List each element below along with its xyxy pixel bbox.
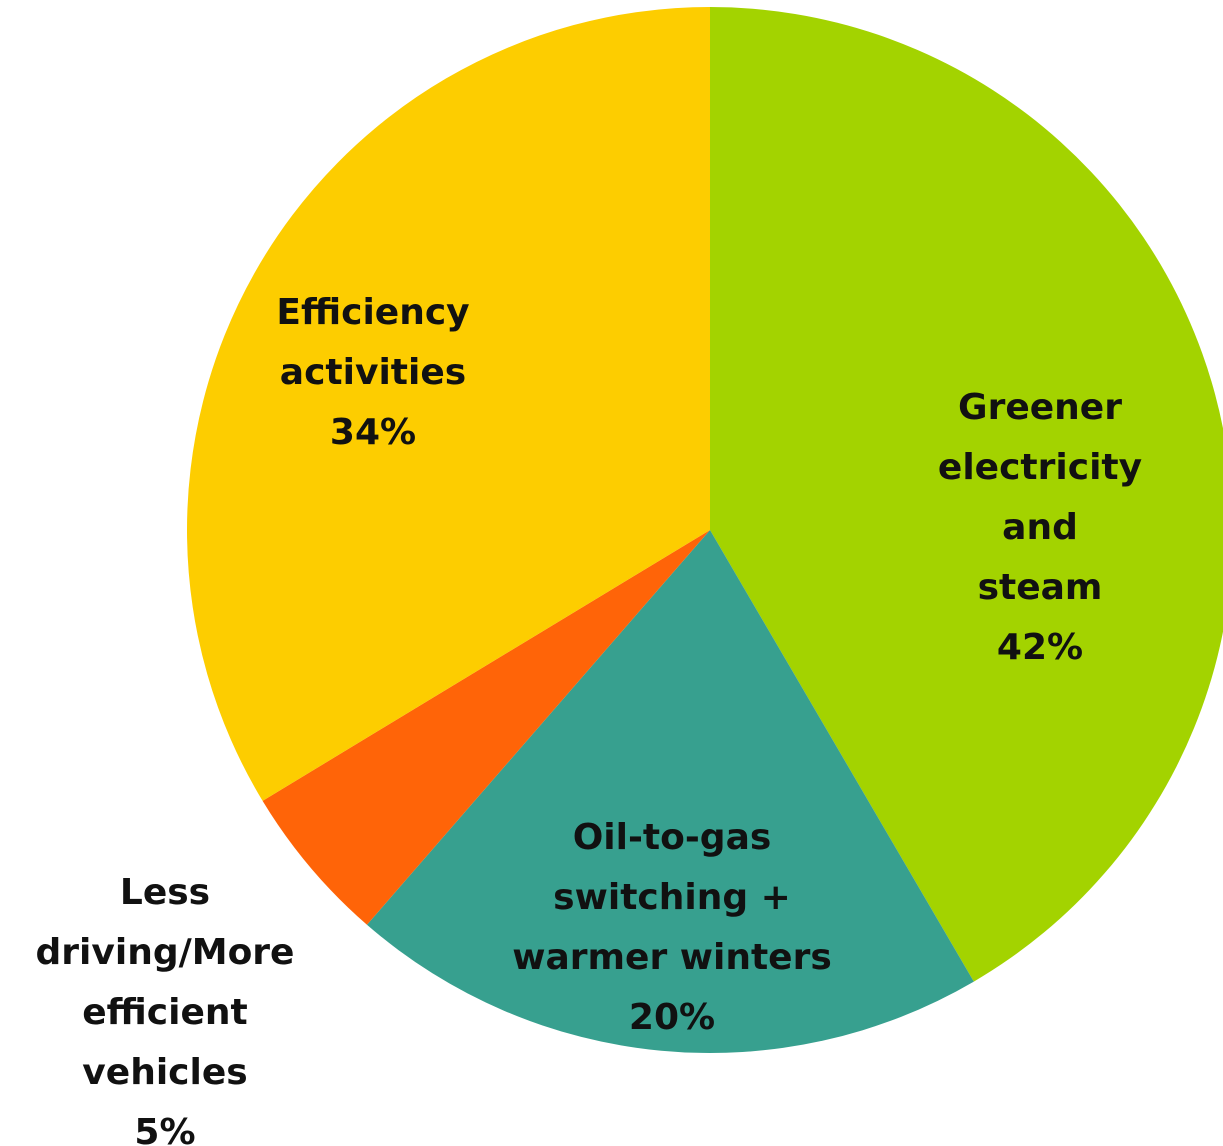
value-label: 34% [329,412,417,453]
slice-label: Greener electricity and steam 42% [938,378,1142,678]
pie-slice [710,7,1223,982]
category-label: Efficiency activities [276,292,470,393]
value-label: 20% [628,997,716,1038]
pie-slice [262,530,710,925]
value-label: 5% [134,1112,196,1146]
category-label: Greener electricity and steam [937,387,1143,608]
category-label: Less driving/More efficient vehicles [35,872,295,1093]
value-label: 42% [996,627,1084,668]
slice-label: Less driving/More efficient vehicles 5% [36,863,295,1146]
pie-slice [366,530,974,1053]
slice-label: Oil-to-gas switching + warmer winters 20% [512,808,832,1048]
pie-slice [187,7,711,801]
slice-label: Efficiency activities 34% [276,283,469,463]
category-label: Oil-to-gas switching + warmer winters [512,817,832,978]
